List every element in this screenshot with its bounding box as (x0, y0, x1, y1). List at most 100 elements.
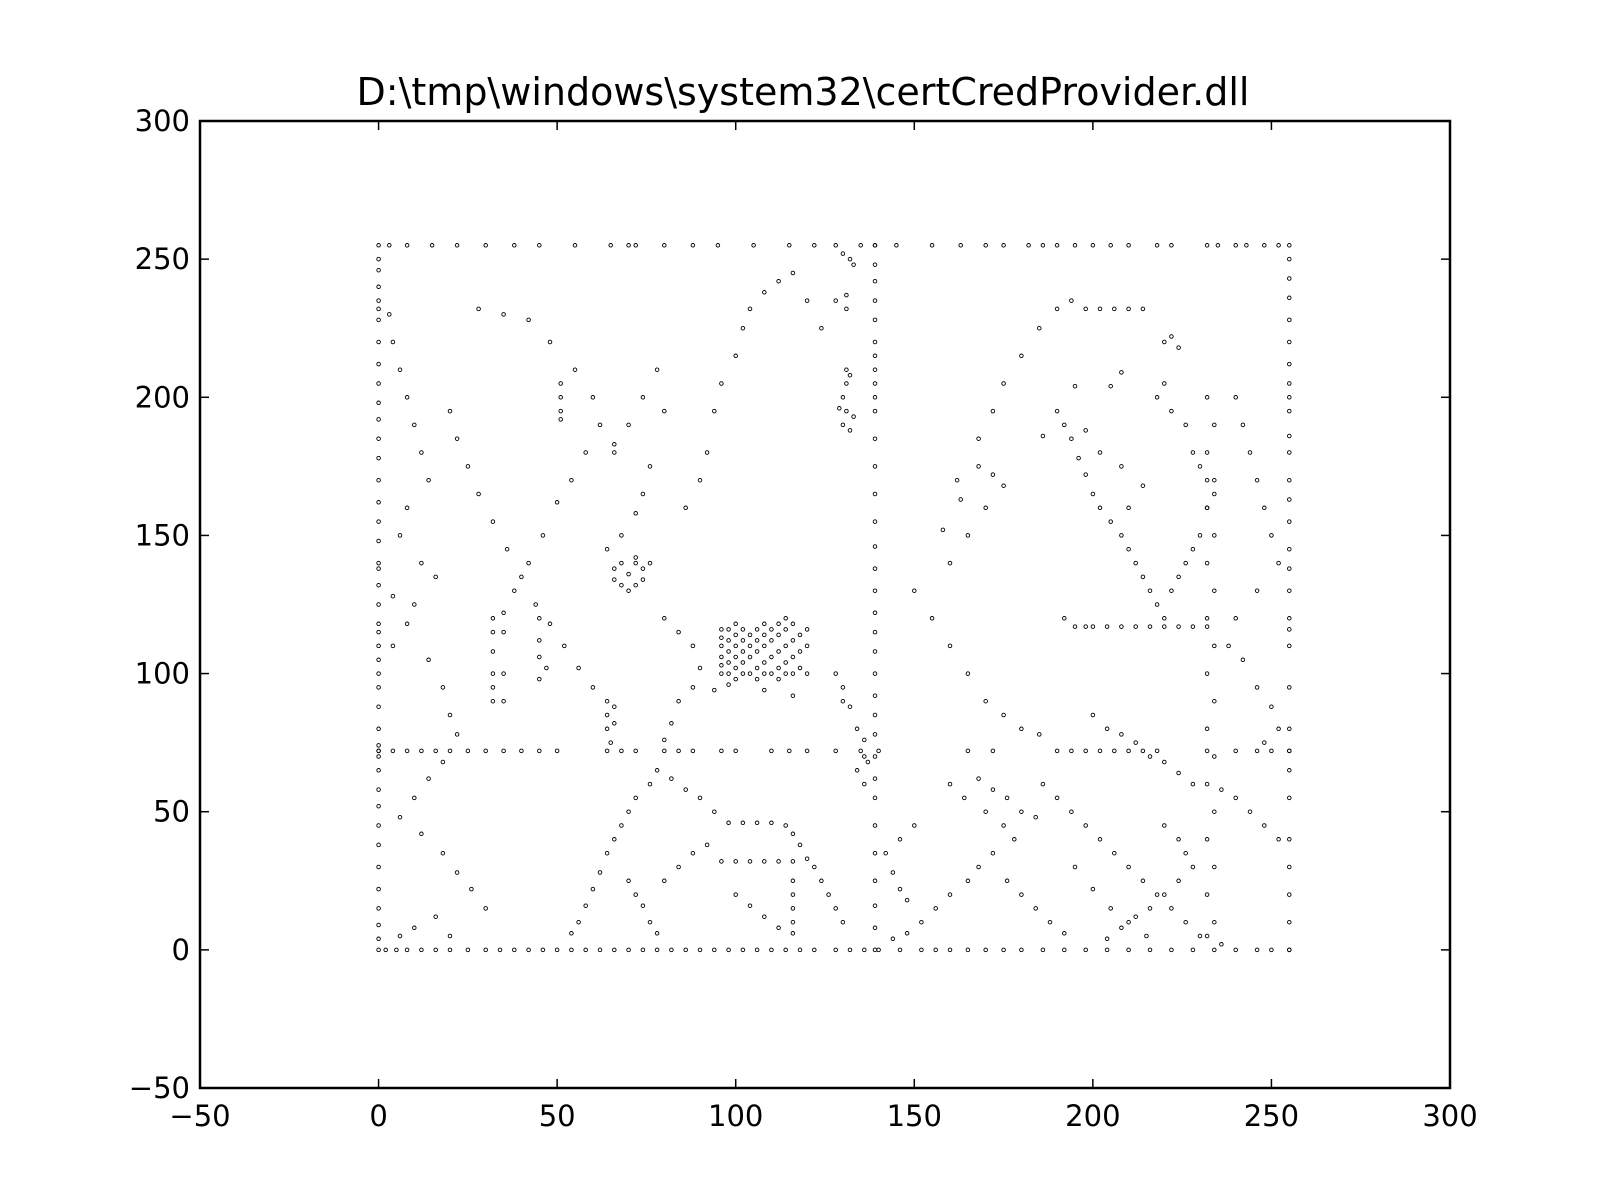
data-point (647, 464, 653, 469)
data-point (376, 864, 381, 870)
data-point (1212, 588, 1217, 593)
data-point (376, 629, 381, 635)
x-tick-label: 50 (539, 1099, 576, 1133)
data-point (1162, 339, 1167, 345)
data-point (619, 748, 624, 754)
data-point (1212, 477, 1217, 483)
data-point (1047, 919, 1053, 925)
data-point (1169, 334, 1174, 339)
data-point (769, 638, 774, 643)
data-point (990, 472, 996, 477)
data-point (719, 635, 724, 640)
data-point (862, 781, 867, 787)
data-point (404, 395, 410, 400)
data-point (376, 768, 381, 773)
data-point (1069, 436, 1074, 441)
data-point (1204, 624, 1210, 629)
data-point (862, 947, 867, 953)
data-point (1219, 942, 1224, 947)
data-point (726, 627, 731, 632)
data-point (833, 298, 838, 303)
data-point (1276, 837, 1281, 842)
data-point (1287, 616, 1292, 621)
data-point (872, 610, 878, 616)
data-point (1104, 624, 1110, 629)
data-point (726, 820, 731, 826)
data-point (769, 671, 774, 676)
data-point (872, 754, 878, 759)
data-point (1269, 704, 1274, 709)
data-point (990, 748, 996, 754)
data-point (783, 616, 788, 621)
chart-title: D:\tmp\windows\system32\certCredProvider… (357, 70, 1250, 114)
data-point (633, 555, 638, 560)
data-point (1062, 947, 1067, 953)
data-point (1204, 616, 1210, 621)
data-point (1097, 306, 1103, 312)
data-point (676, 748, 681, 754)
data-point (376, 936, 381, 942)
data-point (376, 947, 381, 953)
data-point (872, 671, 878, 676)
data-point (558, 395, 563, 400)
data-point (1162, 759, 1167, 765)
data-point (1269, 947, 1274, 953)
data-point (858, 748, 863, 754)
data-point (783, 627, 788, 632)
data-point (754, 627, 760, 632)
data-point (747, 671, 753, 676)
data-point (872, 588, 878, 593)
data-point (1004, 795, 1010, 801)
data-point (397, 367, 403, 372)
data-point (754, 638, 760, 643)
data-point (776, 925, 781, 931)
data-point (1004, 878, 1010, 884)
y-tick-label: 150 (135, 518, 190, 552)
y-tick-label: 50 (153, 795, 190, 829)
data-point (1204, 837, 1210, 842)
data-point (433, 574, 438, 580)
data-point (804, 856, 810, 861)
data-point (1019, 353, 1024, 359)
data-point (1233, 947, 1238, 953)
data-point (1037, 325, 1042, 331)
data-point (790, 892, 796, 897)
data-point (862, 737, 867, 743)
data-point (844, 381, 849, 386)
data-point (1176, 345, 1181, 350)
data-point (872, 903, 878, 908)
data-point (1190, 864, 1196, 870)
data-point (376, 886, 381, 892)
data-point (1126, 546, 1131, 552)
data-point (1076, 455, 1081, 461)
data-point (597, 422, 603, 428)
data-point (558, 417, 563, 422)
data-point (1287, 381, 1292, 386)
data-point (965, 748, 971, 754)
data-point (1162, 381, 1167, 386)
data-point (990, 850, 996, 856)
data-point (712, 809, 717, 814)
data-point (376, 842, 381, 848)
data-point (526, 560, 531, 566)
data-point (740, 325, 746, 331)
data-point (1162, 823, 1167, 828)
data-point (919, 919, 924, 925)
data-point (633, 582, 638, 588)
data-point (976, 464, 981, 469)
data-point (851, 414, 856, 419)
data-point (872, 776, 878, 781)
data-point (797, 842, 803, 848)
data-point (726, 649, 731, 654)
data-point (490, 519, 496, 524)
data-point (676, 864, 681, 870)
data-point (626, 422, 631, 428)
data-point (612, 450, 617, 455)
data-point (933, 947, 938, 953)
data-point (412, 602, 417, 607)
data-point (769, 627, 774, 632)
data-point (504, 546, 510, 552)
data-point (1001, 483, 1006, 488)
data-point (762, 687, 767, 693)
data-point (376, 754, 381, 759)
